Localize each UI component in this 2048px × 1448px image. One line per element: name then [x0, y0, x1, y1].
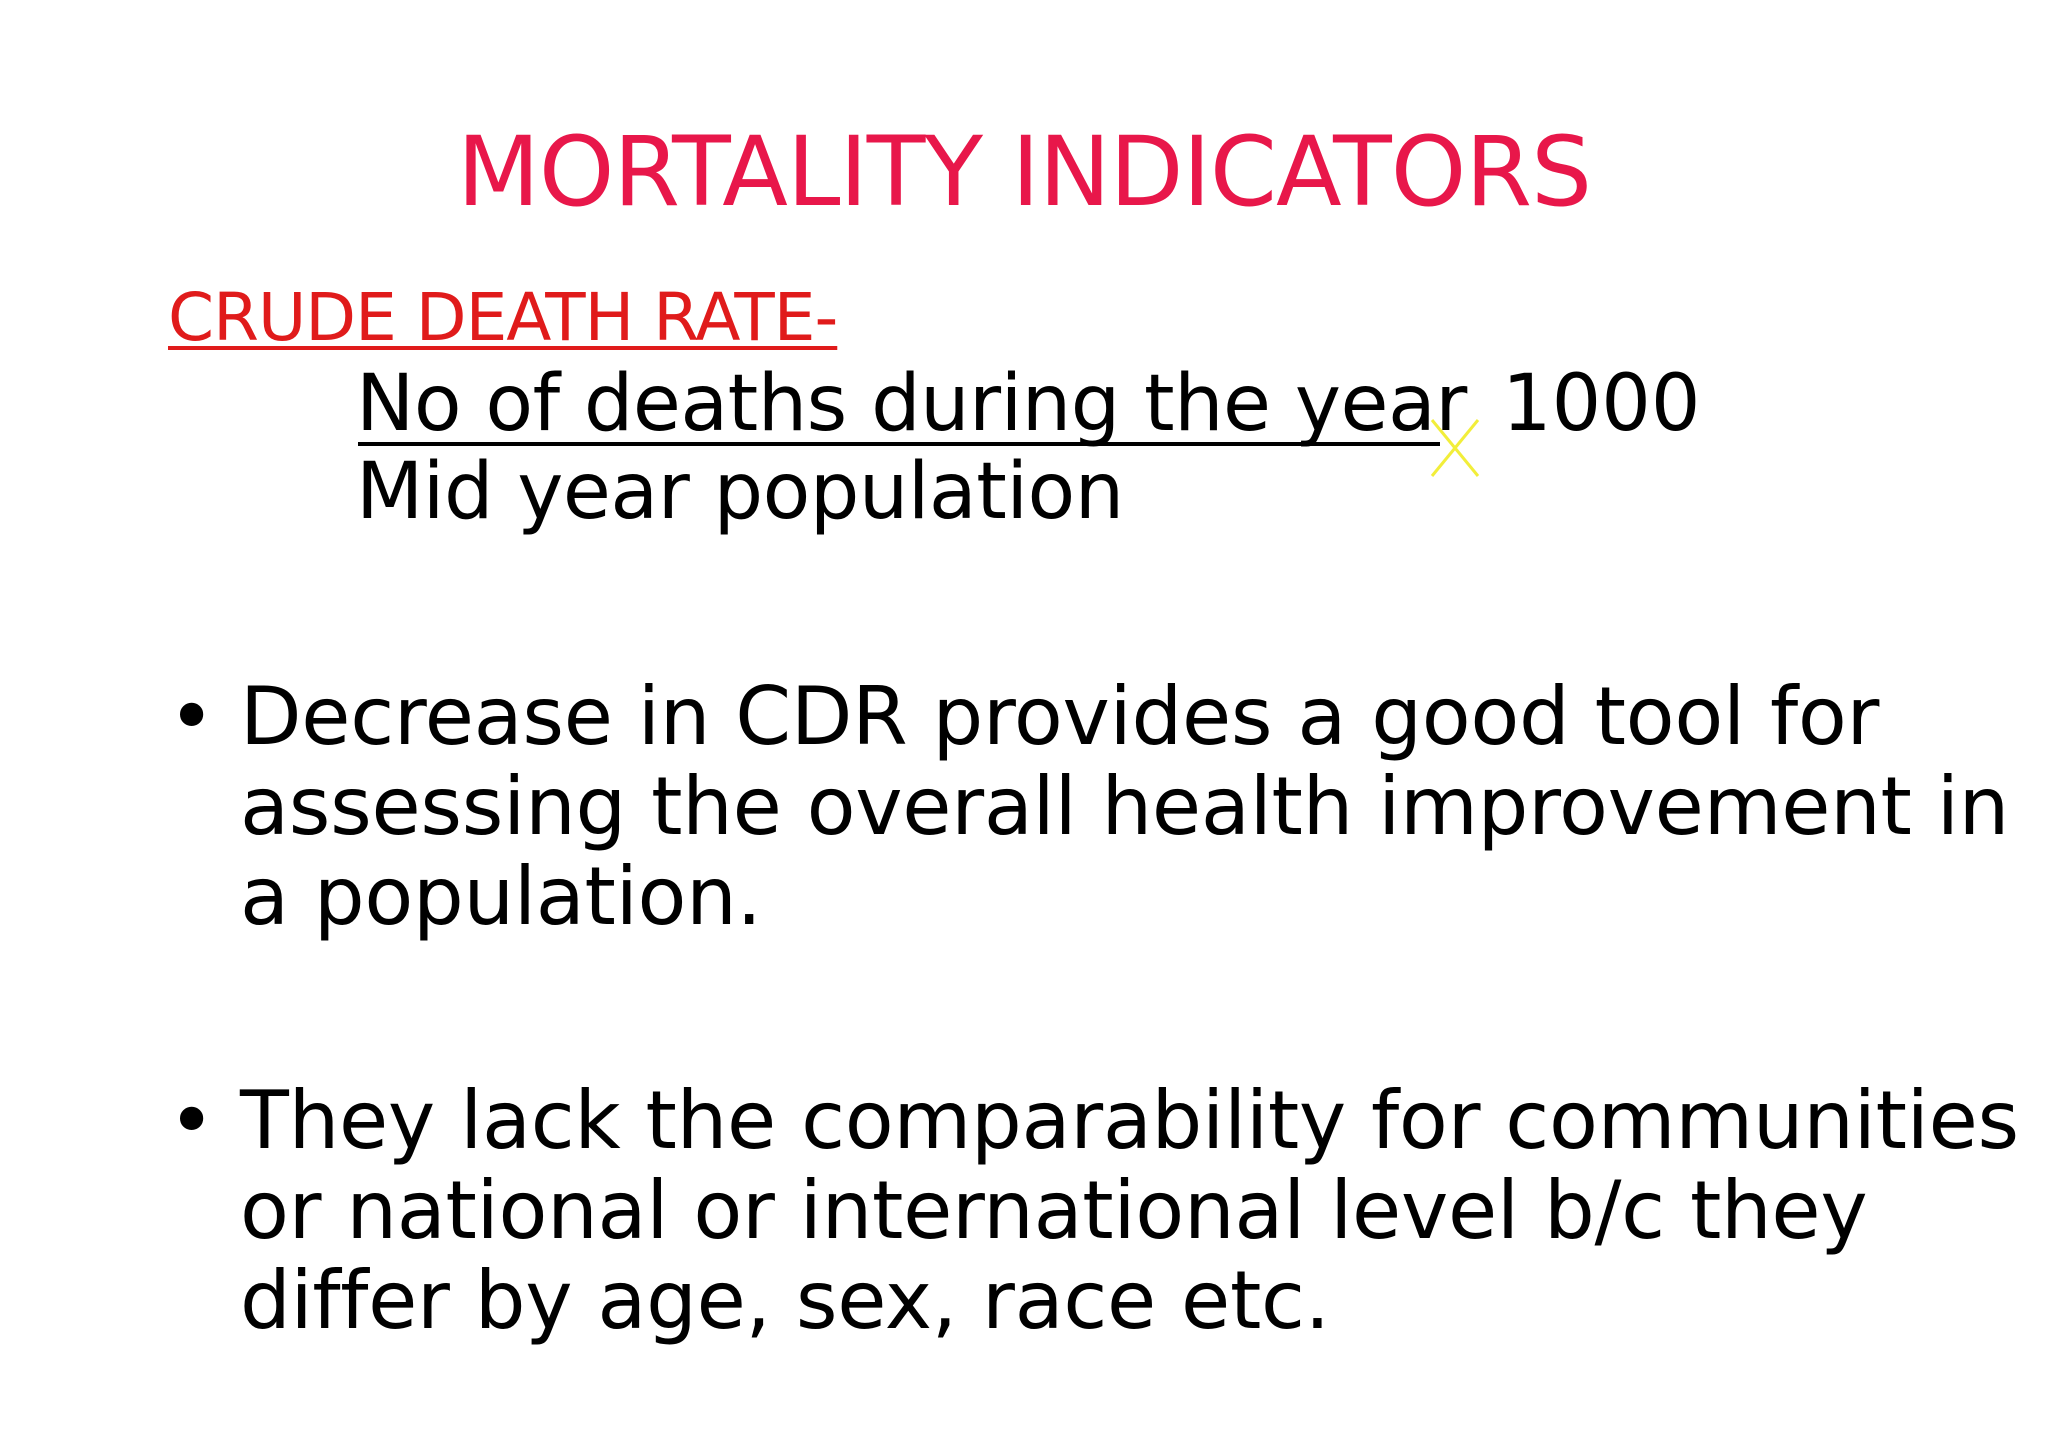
section-heading: CRUDE DEATH RATE-: [168, 279, 838, 356]
bullet-text: Decrease in CDR provides a good tool for…: [240, 670, 2010, 943]
slide-title: MORTALITY INDICATORS: [456, 116, 1592, 228]
fraction-bar: [358, 442, 1440, 446]
bullet-line: assessing the overall health improvement…: [240, 760, 2010, 853]
bullet-line: differ by age, sex, race etc.: [240, 1254, 1330, 1347]
bullet-line: They lack the comparability for communit…: [240, 1074, 2019, 1167]
formula-denominator: Mid year population: [356, 447, 1124, 537]
bullet-dot: •: [168, 670, 216, 763]
bullet-line: a population.: [240, 850, 762, 943]
bullet-text: They lack the comparability for communit…: [240, 1074, 2019, 1347]
bullet-line: or national or international level b/c t…: [240, 1164, 1868, 1257]
times-icon: [1430, 419, 1480, 477]
formula-multiplier: 1000: [1502, 359, 1701, 449]
bullet-line: Decrease in CDR provides a good tool for: [240, 670, 1880, 763]
formula-numerator: No of deaths during the year: [356, 359, 1467, 449]
bullet-dot: •: [168, 1074, 216, 1167]
